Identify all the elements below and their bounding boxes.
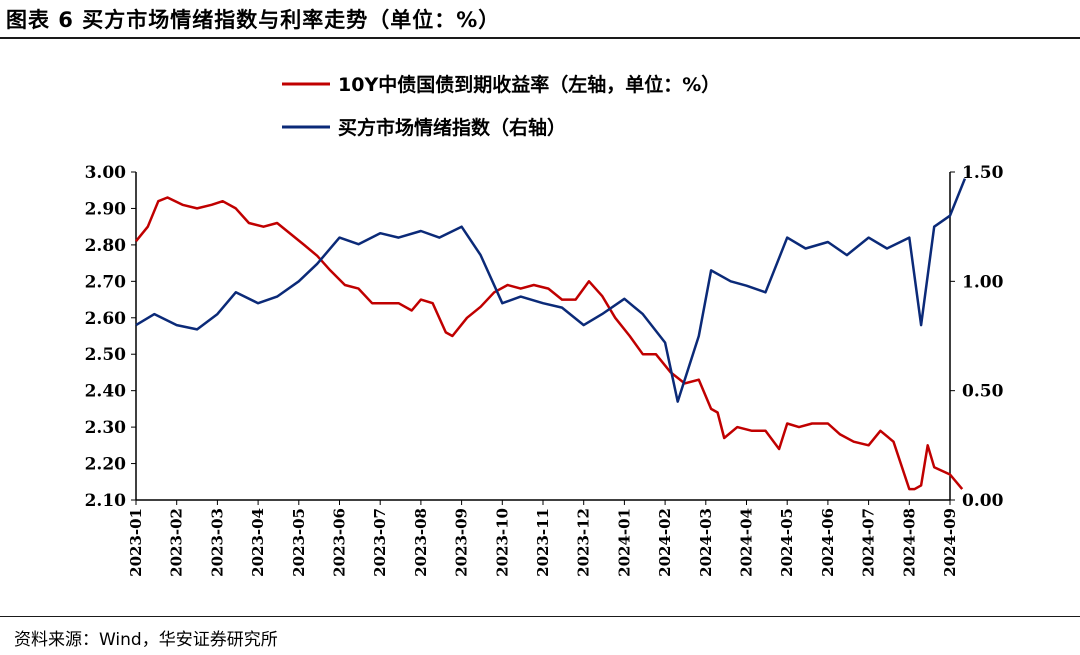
y-left-tick-label: 2.30 [85, 418, 127, 438]
axes: 3.00 2.90 2.80 2.70 2.60 2.50 2.40 2.30 2.20 2.10… [85, 163, 1004, 577]
legend-label-sentiment: 买方市场情绪指数（右轴） [338, 116, 566, 139]
x-tick-label: 2023-02 [168, 508, 186, 577]
x-tick-label: 2023-12 [575, 508, 593, 577]
x-tick-label: 2024-02 [656, 508, 674, 577]
x-tick-label: 2023-11 [534, 508, 552, 577]
bottom-rule [0, 616, 1080, 617]
y-left-tick-label: 2.70 [85, 272, 127, 292]
y-left-tick-label: 2.40 [85, 382, 127, 402]
y-left-tick-label: 2.10 [85, 491, 127, 511]
x-tick-label: 2023-08 [412, 508, 430, 577]
top-rule [0, 37, 1080, 39]
y-left-tick-label: 2.50 [85, 345, 127, 365]
y-left-tick-label: 2.60 [85, 309, 127, 329]
source-note: 资料来源：Wind，华安证券研究所 [14, 630, 278, 650]
y-left-tick-label: 2.20 [85, 455, 127, 475]
x-tick-label: 2024-09 [941, 508, 959, 577]
y-left-tick-label: 2.80 [85, 236, 127, 256]
dual-axis-line-chart: 10Y中债国债到期收益率（左轴，单位：%） 买方市场情绪指数（右轴） 3.00 2… [85, 73, 1004, 577]
x-tick-label: 2024-07 [860, 508, 878, 577]
x-tick-label: 2024-06 [819, 508, 837, 577]
x-tick-label: 2023-07 [371, 508, 389, 577]
x-tick-label: 2023-01 [127, 508, 145, 577]
x-tick-label: 2024-05 [778, 508, 796, 577]
figure-title: 图表 6 买方市场情绪指数与利率走势（单位：%） [6, 8, 501, 32]
x-tick-label: 2023-04 [249, 508, 267, 577]
x-tick-label: 2024-08 [900, 508, 918, 577]
legend: 10Y中债国债到期收益率（左轴，单位：%） 买方市场情绪指数（右轴） [282, 73, 720, 139]
x-tick-label: 2024-03 [697, 508, 715, 577]
series-line-buyer-sentiment [135, 178, 967, 403]
y-right-tick-label: 0.00 [962, 491, 1004, 511]
x-tick-label: 2024-04 [738, 508, 756, 577]
y-right-tick-label: 1.00 [962, 272, 1004, 292]
legend-label-yield: 10Y中债国债到期收益率（左轴，单位：%） [338, 73, 720, 96]
x-tick-label: 2024-01 [615, 508, 633, 577]
x-tick-label: 2023-09 [453, 508, 471, 577]
series-line-10y-yield [135, 196, 964, 491]
y-left-tick-label: 3.00 [85, 163, 127, 183]
x-tick-label: 2023-03 [208, 508, 226, 577]
y-left-tick-label: 2.90 [85, 199, 127, 219]
x-tick-label: 2023-05 [290, 508, 308, 577]
y-right-tick-label: 1.50 [962, 163, 1004, 183]
y-right-tick-label: 0.50 [962, 382, 1004, 402]
series-lines [135, 178, 967, 491]
x-tick-label: 2023-10 [493, 508, 511, 577]
x-tick-label: 2023-06 [331, 508, 349, 577]
